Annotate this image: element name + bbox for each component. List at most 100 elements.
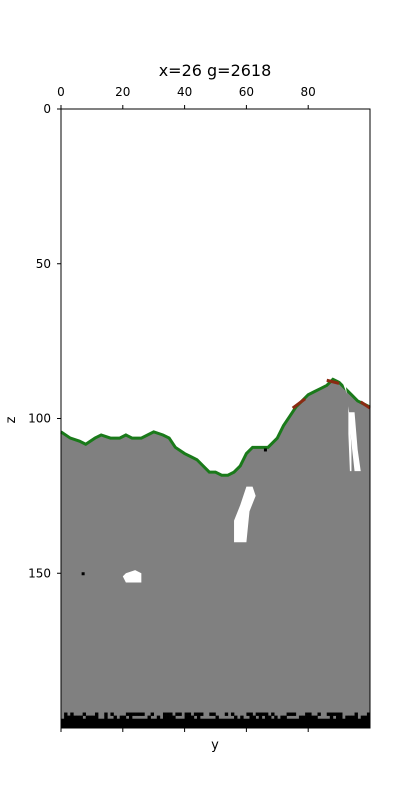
- bedrock-block: [234, 715, 238, 720]
- bedrock-block: [110, 712, 114, 716]
- bedrock-block: [91, 715, 96, 720]
- bedrock-block: [345, 715, 349, 720]
- bedrock-block: [70, 715, 74, 720]
- bedrock-block: [184, 715, 188, 720]
- bedrock-block: [196, 715, 201, 720]
- bedrock-block: [305, 715, 309, 720]
- bedrock-block: [132, 712, 136, 716]
- bedrock-block: [147, 715, 151, 720]
- bedrock-block: [166, 715, 170, 720]
- bedrock-block: [187, 715, 192, 720]
- axes: 0 20 40 60 80 0 50 100 150: [28, 85, 371, 732]
- bedrock-block: [274, 715, 278, 720]
- x-tick-label: 40: [177, 85, 192, 99]
- bedrock-block: [150, 712, 154, 716]
- plot-area: [60, 109, 371, 728]
- bedrock-block: [255, 712, 260, 716]
- bedrock-block: [286, 712, 290, 716]
- bedrock-block: [135, 712, 139, 716]
- dirt-segment: [359, 400, 371, 410]
- bedrock-block: [336, 715, 340, 720]
- bedrock-block: [268, 715, 272, 720]
- bedrock-block: [122, 715, 127, 720]
- bedrock-block: [298, 715, 303, 720]
- bedrock-block: [209, 712, 213, 716]
- stone-terrain: [61, 378, 370, 728]
- y-tick-label: 150: [28, 566, 51, 580]
- bedrock-block: [113, 715, 117, 720]
- bedrock-block: [193, 712, 198, 716]
- dirt-segment: [291, 397, 307, 410]
- bedrock-block: [360, 715, 365, 720]
- x-tick-label: 0: [57, 85, 65, 99]
- bedrock-block: [190, 715, 195, 720]
- bedrock-block: [64, 712, 68, 716]
- bedrock-block: [88, 715, 93, 720]
- y-tick-label: 50: [36, 257, 51, 271]
- bedrock-block: [292, 712, 297, 716]
- bedrock-block: [94, 715, 99, 720]
- bedrock-block: [354, 712, 358, 716]
- bedrock-block: [79, 715, 83, 720]
- bedrock-block: [184, 712, 188, 716]
- bedrock-block: [172, 715, 176, 720]
- bedrock-block: [141, 712, 145, 716]
- bedrock-block: [196, 712, 201, 716]
- bedrock-block: [175, 712, 179, 716]
- bedrock-block: [252, 715, 256, 720]
- bedrock-block: [326, 712, 331, 716]
- x-tick-label: 80: [301, 85, 316, 99]
- bedrock-block: [332, 712, 337, 716]
- bedrock-block: [258, 712, 263, 716]
- y-tick-label: 100: [28, 412, 51, 426]
- x-tick-label: 20: [115, 85, 130, 99]
- bedrock-block: [215, 715, 219, 720]
- grass-surface: [60, 377, 371, 477]
- bedrock-block: [366, 715, 371, 720]
- bedrock-block: [261, 712, 266, 716]
- x-axis-label: y: [211, 738, 219, 753]
- bedrock-block: [187, 712, 192, 716]
- bedrock-block: [305, 712, 309, 716]
- bedrock-block: [264, 712, 269, 716]
- bedrock-block: [178, 712, 182, 716]
- ore-block: [81, 572, 85, 576]
- bedrock-block: [246, 712, 250, 716]
- bedrock-block: [329, 715, 334, 720]
- bedrock-block: [119, 715, 124, 720]
- bedrock-block: [249, 715, 253, 720]
- bedrock-block: [302, 715, 306, 720]
- bedrock-block: [339, 712, 343, 716]
- bedrock-block: [240, 715, 244, 720]
- y-tick-label: 0: [43, 102, 51, 116]
- bedrock-block: [64, 715, 68, 720]
- bedrock-block: [76, 715, 80, 720]
- bedrock-block: [104, 712, 108, 716]
- bedrock-block: [311, 715, 315, 720]
- bedrock-block: [169, 712, 173, 716]
- cave: [342, 381, 352, 472]
- bedrock-block: [156, 715, 161, 720]
- bedrock-block: [104, 715, 108, 720]
- bedrock-block: [162, 715, 167, 720]
- bedrock-layer: [61, 718, 370, 728]
- bedrock-block: [128, 712, 133, 716]
- cave: [234, 486, 256, 543]
- bedrock-block: [336, 712, 340, 716]
- bedrock-block: [125, 712, 130, 716]
- bedrock-block: [339, 715, 343, 720]
- ore-block: [263, 448, 267, 452]
- bedrock-block: [283, 715, 287, 720]
- bedrock-block: [85, 715, 90, 720]
- bedrock-block: [314, 715, 318, 720]
- bedrock-block: [67, 715, 71, 720]
- bedrock-block: [162, 712, 167, 716]
- x-tick-label: 60: [239, 85, 254, 99]
- bedrock-block: [351, 715, 355, 720]
- cave: [348, 412, 361, 472]
- bedrock-block: [271, 712, 275, 716]
- bedrock-block: [230, 712, 235, 716]
- cave: [122, 570, 142, 583]
- bedrock-block: [363, 715, 368, 720]
